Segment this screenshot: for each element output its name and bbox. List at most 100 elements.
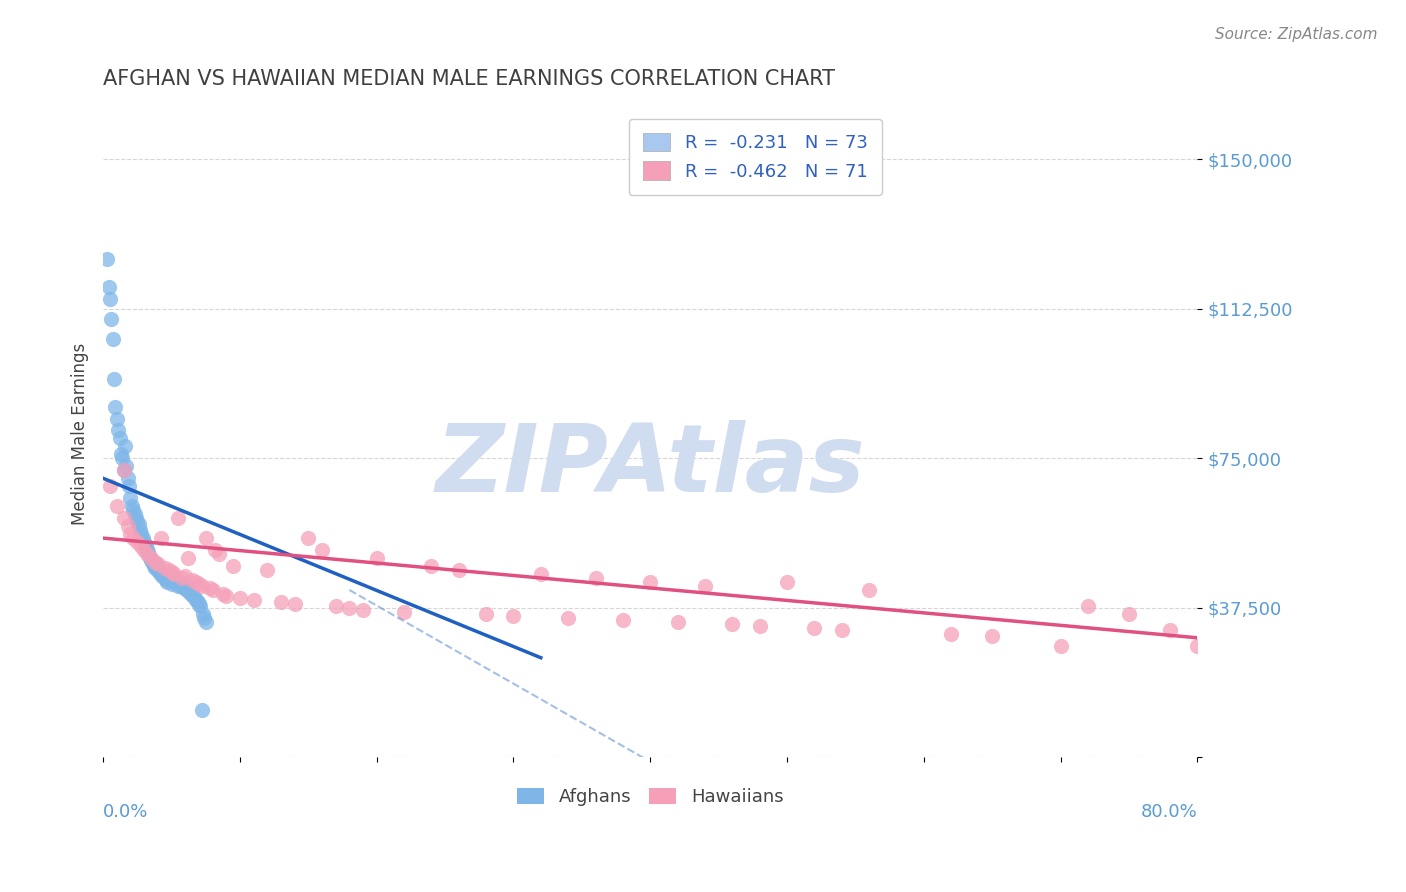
Point xyxy=(174,581,197,595)
Point xyxy=(170,579,193,593)
Point xyxy=(134,543,156,558)
Point xyxy=(173,581,195,595)
Point xyxy=(127,515,149,529)
Point xyxy=(183,589,205,603)
Point xyxy=(148,565,170,579)
Point xyxy=(96,252,118,266)
Point xyxy=(475,607,498,621)
Point xyxy=(256,563,278,577)
Point xyxy=(115,459,138,474)
Point xyxy=(146,557,169,571)
Point xyxy=(135,543,157,558)
Point xyxy=(169,577,191,591)
Point xyxy=(157,569,180,583)
Point xyxy=(166,574,188,589)
Point xyxy=(939,627,962,641)
Point xyxy=(160,577,183,591)
Point xyxy=(124,507,146,521)
Point xyxy=(114,439,136,453)
Point xyxy=(1159,623,1181,637)
Point xyxy=(776,574,799,589)
Point xyxy=(132,531,155,545)
Point xyxy=(392,605,415,619)
Point xyxy=(366,551,388,566)
Point xyxy=(156,574,179,589)
Point xyxy=(153,561,176,575)
Point xyxy=(803,621,825,635)
Point xyxy=(186,595,208,609)
Point xyxy=(103,371,125,385)
Point xyxy=(502,608,524,623)
Point xyxy=(163,574,186,589)
Point xyxy=(172,577,194,591)
Point xyxy=(110,447,132,461)
Point xyxy=(112,463,135,477)
Point xyxy=(179,585,201,599)
Point xyxy=(174,569,197,583)
Point xyxy=(229,591,252,605)
Point xyxy=(134,535,156,549)
Point xyxy=(139,553,162,567)
Point xyxy=(105,411,128,425)
Point xyxy=(242,593,264,607)
Point xyxy=(155,573,177,587)
Point xyxy=(177,579,200,593)
Point xyxy=(149,531,172,545)
Point xyxy=(201,582,224,597)
Point xyxy=(167,511,190,525)
Point xyxy=(136,545,159,559)
Point xyxy=(122,503,145,517)
Point xyxy=(120,527,142,541)
Point xyxy=(177,551,200,566)
Point xyxy=(1118,607,1140,621)
Point xyxy=(748,619,770,633)
Point xyxy=(187,597,209,611)
Point xyxy=(149,566,172,581)
Point xyxy=(100,311,122,326)
Point xyxy=(858,582,880,597)
Point xyxy=(128,517,150,532)
Point xyxy=(121,500,143,514)
Point xyxy=(165,573,187,587)
Text: 80.0%: 80.0% xyxy=(1140,803,1198,821)
Point xyxy=(163,566,186,581)
Point xyxy=(131,527,153,541)
Text: Source: ZipAtlas.com: Source: ZipAtlas.com xyxy=(1215,27,1378,42)
Point xyxy=(557,611,579,625)
Point xyxy=(337,600,360,615)
Point xyxy=(1049,639,1071,653)
Point xyxy=(352,603,374,617)
Point xyxy=(585,571,607,585)
Point xyxy=(108,432,131,446)
Point xyxy=(107,424,129,438)
Point xyxy=(146,563,169,577)
Point xyxy=(194,531,217,545)
Point xyxy=(117,471,139,485)
Point xyxy=(159,566,181,581)
Point xyxy=(325,599,347,613)
Point xyxy=(117,519,139,533)
Point xyxy=(135,539,157,553)
Point xyxy=(153,571,176,585)
Point xyxy=(97,280,120,294)
Point xyxy=(152,566,174,581)
Point xyxy=(98,479,121,493)
Point xyxy=(191,607,214,621)
Point xyxy=(142,559,165,574)
Point xyxy=(831,623,853,637)
Point xyxy=(666,615,689,629)
Point xyxy=(129,523,152,537)
Point xyxy=(160,565,183,579)
Point xyxy=(212,587,235,601)
Point xyxy=(184,591,207,605)
Point xyxy=(721,616,744,631)
Point xyxy=(198,581,221,595)
Point xyxy=(215,589,238,603)
Point xyxy=(181,582,204,597)
Point xyxy=(270,595,292,609)
Point xyxy=(150,569,173,583)
Point xyxy=(194,615,217,629)
Point xyxy=(112,463,135,477)
Point xyxy=(981,629,1004,643)
Point xyxy=(120,491,142,506)
